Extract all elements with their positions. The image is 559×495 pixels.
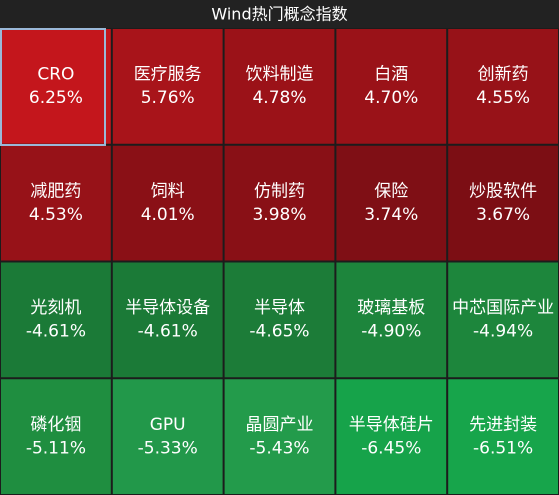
cell-value: -4.61%	[138, 322, 198, 342]
heat-cell	[448, 145, 558, 261]
heat-cell	[112, 29, 223, 144]
cell-value: 4.70%	[364, 88, 418, 108]
cell-value: 4.55%	[476, 88, 530, 108]
cells: CRO 6.25% 医疗服务 5.76% 饮料制造 4.78% 白酒 4.70% 创新药 4.55…	[1, 29, 558, 494]
cell-value: -5.33%	[138, 438, 198, 458]
cell-name: 先进封装	[469, 415, 537, 435]
heat-cell	[112, 379, 223, 494]
cell-name: 白酒	[374, 65, 408, 85]
cell-name: 减肥药	[30, 181, 81, 201]
cell-value: -6.45%	[361, 438, 421, 458]
heat-cell	[1, 379, 111, 494]
heat-cell	[336, 29, 447, 144]
chart-title: Wind热门概念指数	[211, 5, 347, 24]
cell-value: -4.61%	[26, 322, 86, 342]
cell-value: -6.51%	[473, 438, 533, 458]
heat-cell	[1, 145, 111, 261]
cell-name: 医疗服务	[134, 65, 202, 85]
cell-name: 晶圆产业	[246, 415, 314, 435]
cell-value: 3.74%	[364, 205, 418, 225]
cell-name: 半导体设备	[125, 298, 210, 318]
cell-value: 5.76%	[141, 88, 195, 108]
cell-value: 4.01%	[141, 205, 195, 225]
heat-cell	[112, 145, 223, 261]
cell-value: 3.98%	[252, 205, 306, 225]
heat-cell	[336, 262, 447, 378]
cell-name: GPU	[150, 415, 186, 435]
heat-cell	[224, 29, 335, 144]
heat-cell	[336, 145, 447, 261]
cell-name: 磷化铟	[30, 415, 81, 435]
cell-name: 炒股软件	[469, 181, 537, 201]
cell-value: -4.94%	[473, 322, 533, 342]
cell-name: 创新药	[478, 65, 529, 85]
heat-cell	[224, 262, 335, 378]
title-bar	[0, 0, 559, 28]
cell-name: 保险	[374, 181, 408, 201]
heat-cell	[112, 262, 223, 378]
heat-cell	[448, 29, 558, 144]
cell-value: -5.43%	[249, 438, 309, 458]
heat-cell	[224, 379, 335, 494]
cell-value: 6.25%	[29, 88, 83, 108]
cell-name: 半导体	[254, 298, 305, 318]
selection-outline	[0, 28, 106, 146]
cell-name: 仿制药	[254, 181, 305, 201]
cell-value: 4.78%	[252, 88, 306, 108]
heat-cell	[1, 29, 111, 144]
heat-cell	[448, 379, 558, 494]
cell-name: 饮料制造	[246, 65, 314, 85]
cell-value: -4.65%	[249, 322, 309, 342]
cell-name: CRO	[37, 65, 74, 85]
cell-value: -5.11%	[26, 438, 86, 458]
cell-value: -4.90%	[361, 322, 421, 342]
cell-value: 4.53%	[29, 205, 83, 225]
heat-cell	[224, 145, 335, 261]
cell-name: 饲料	[151, 181, 185, 201]
heat-cell	[336, 379, 447, 494]
cell-value: 3.67%	[476, 205, 530, 225]
cell-name: 玻璃基板	[357, 298, 425, 318]
cell-name: 半导体硅片	[349, 415, 434, 435]
cell-name: 光刻机	[30, 298, 81, 318]
heat-cell	[1, 262, 111, 378]
cell-name: 中芯国际产业	[452, 298, 554, 318]
heat-cell	[448, 262, 558, 378]
